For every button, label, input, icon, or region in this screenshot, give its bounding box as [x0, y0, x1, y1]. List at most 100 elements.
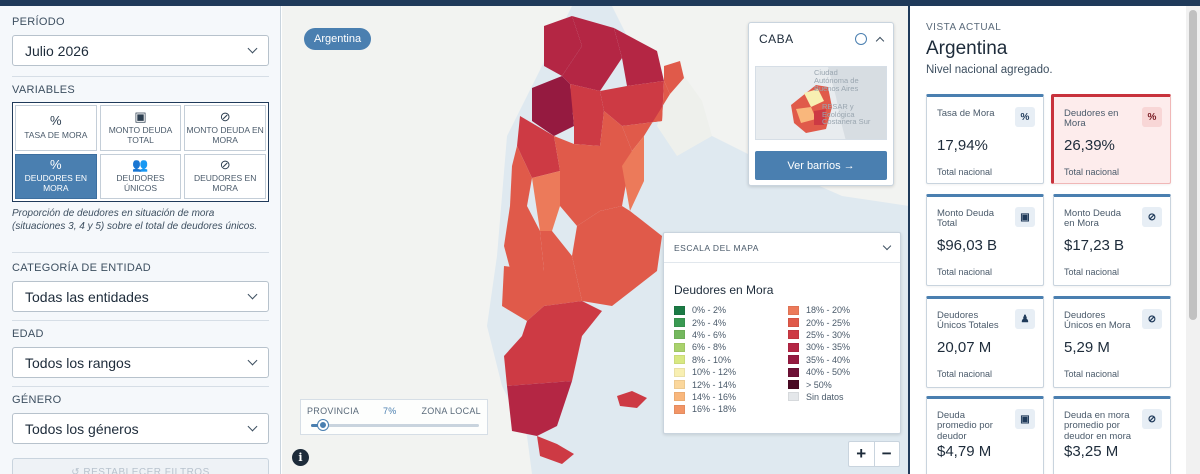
minimap-label: Buenos Aires — [814, 83, 859, 93]
province-santiago — [570, 84, 604, 146]
locate-icon[interactable] — [855, 33, 867, 45]
scrollbar[interactable] — [1186, 6, 1200, 474]
metric-card[interactable]: Deuda en mora promedio por deudor en mor… — [1053, 396, 1171, 474]
caba-minimap[interactable]: Ciudad Autónoma de Buenos Aires RESAR y … — [755, 66, 887, 140]
variable-button[interactable]: 👥 DEUDORES ÚNICOS — [99, 153, 182, 199]
metric-card[interactable]: Deudores Únicos Totales ♟ 20,07 M Total nac… — [926, 296, 1044, 388]
variable-button[interactable]: % TASA DE MORA — [15, 105, 97, 151]
metric-card[interactable]: Deudores en Mora% 26,39% Total nacional — [1051, 94, 1171, 184]
divider — [12, 386, 269, 387]
province-santa-fe — [600, 111, 632, 211]
legend-label: 4% - 6% — [692, 329, 727, 340]
edad-select[interactable]: Todos los rangos — [12, 347, 269, 378]
legend-column-right: 18% - 20% 20% - 25% 25% - 30% 30% - 35% 35% … — [788, 304, 850, 403]
variable-button[interactable]: ▣ MONTO DEUDA TOTAL — [99, 105, 182, 151]
metric-card[interactable]: Monto Deuda Total ▣ $96,03 B Total nacional — [926, 194, 1044, 286]
province-cordoba — [554, 136, 600, 226]
genero-select[interactable]: Todos los géneros — [12, 413, 269, 444]
metric-label: Deuda en mora promedio por deudor en mor… — [1064, 410, 1132, 442]
money-icon: ▣ — [134, 108, 147, 124]
metric-label: Deudores Únicos en Mora — [1064, 310, 1131, 332]
zoom-out-button[interactable]: − — [873, 442, 900, 466]
metric-card[interactable]: Deudores Únicos en Mora ⊘ 5,29 M Total naci… — [1053, 296, 1171, 388]
islas-malvinas — [617, 391, 647, 408]
legend-item: 4% - 6% — [674, 329, 736, 341]
zoom-in-button[interactable]: + — [856, 444, 867, 463]
percent-icon: % — [50, 113, 62, 129]
legend-item: 14% - 16% — [674, 391, 736, 403]
legend-item: 6% - 8% — [674, 341, 736, 353]
filters-sidebar: PERÍODO Julio 2026 VARIABLES % TASA DE MO… — [0, 6, 281, 474]
chevron-up-icon[interactable] — [875, 36, 885, 45]
map-legend: ESCALA DEL MAPA Deudores en Mora 0% - 2%… — [663, 232, 901, 434]
province-rio-negro — [522, 301, 602, 336]
metric-label: Tasa de Mora — [937, 108, 995, 119]
region-chip[interactable]: Argentina — [304, 28, 372, 50]
legend-label: 35% - 40% — [806, 354, 851, 365]
entidad-label: CATEGORÍA DE ENTIDAD — [12, 262, 152, 274]
legend-label: > 50% — [806, 379, 832, 390]
map-area[interactable]: Argentina CABA Ciudad Autónoma de Buenos… — [282, 6, 909, 474]
province-misiones — [664, 61, 684, 94]
metric-card[interactable]: Deuda promedio por deudor ▣ $4,79 M — [926, 396, 1044, 474]
users-icon: ♟ — [1015, 309, 1035, 329]
legend-swatch — [674, 318, 685, 328]
variable-button[interactable]: ⊘ DEUDORES EN MORA — [184, 153, 266, 199]
legend-item: > 50% — [788, 378, 850, 390]
province-santa-cruz — [507, 381, 572, 436]
info-icon[interactable]: i — [292, 449, 309, 466]
divider — [12, 320, 269, 321]
legend-label: 25% - 30% — [806, 329, 851, 340]
legend-swatch — [788, 392, 799, 402]
chevron-down-icon[interactable] — [882, 241, 892, 250]
scrollbar-thumb[interactable] — [1189, 10, 1197, 320]
variable-button[interactable]: % DEUDORES EN MORA — [15, 153, 97, 199]
metric-label: Monto Deuda en Mora — [1064, 208, 1122, 230]
top-bar — [0, 0, 1200, 6]
users-icon: 👥 — [132, 157, 149, 173]
chevron-down-icon — [247, 43, 258, 54]
user-off-icon: ⊘ — [1142, 309, 1162, 329]
metric-footnote: Total nacional — [937, 267, 993, 277]
slider-track[interactable] — [311, 424, 479, 427]
variable-label: DEUDORES EN MORA — [24, 173, 87, 194]
legend-label: Sin datos — [806, 391, 844, 402]
divider — [12, 76, 269, 77]
money-off-icon: ⊘ — [219, 108, 231, 124]
legend-label: 6% - 8% — [692, 342, 727, 353]
legend-header[interactable]: ESCALA DEL MAPA — [664, 233, 900, 263]
entidad-select[interactable]: Todas las entidades — [12, 281, 269, 312]
legend-swatch — [674, 392, 685, 402]
legend-column-left: 0% - 2% 2% - 4% 4% - 6% 6% - 8% 8% - 10% 10% … — [674, 304, 736, 416]
variable-button[interactable]: ⊘ MONTO DEUDA EN MORA — [184, 105, 266, 151]
metric-card[interactable]: Tasa de Mora% 17,94% Total nacional — [926, 94, 1044, 184]
legend-item: 2% - 4% — [674, 316, 736, 328]
edad-value: Todos los rangos — [25, 354, 131, 371]
reset-filters-button[interactable]: ↺ RESTABLECER FILTROS — [12, 458, 269, 474]
summary-region-name: Argentina — [926, 38, 1008, 59]
percent-icon: % — [1142, 107, 1162, 127]
province-tierra-del-fuego — [537, 436, 574, 464]
province-jujuy — [544, 16, 582, 76]
metric-label: Deudores en Mora — [1064, 108, 1119, 130]
legend-item: Sin datos — [788, 391, 850, 403]
edad-label: EDAD — [12, 328, 44, 340]
metric-card[interactable]: Monto Deuda en Mora ⊘ $17,23 B Total nacion… — [1053, 194, 1171, 286]
periodo-select[interactable]: Julio 2026 — [12, 35, 269, 66]
slider-left-label: PROVINCIA — [307, 406, 360, 416]
slider-handle[interactable] — [317, 420, 328, 430]
metric-footnote: Total nacional — [937, 167, 993, 177]
legend-swatch — [674, 330, 685, 340]
minimap-label: RESAR y — [822, 101, 854, 111]
legend-item: 20% - 25% — [788, 316, 850, 328]
minimap-label: Costanera Sur — [822, 117, 871, 127]
legend-label: 0% - 2% — [692, 305, 727, 316]
variable-label: TASA DE MORA — [24, 129, 88, 140]
province-chaco — [600, 81, 664, 126]
metric-footnote: Total nacional — [1064, 369, 1120, 379]
ver-barrios-button[interactable]: Ver barrios → — [755, 151, 887, 180]
metric-label: Deuda promedio por deudor — [937, 410, 993, 442]
variable-label: MONTO DEUDA TOTAL — [108, 124, 173, 145]
caba-panel: CABA Ciudad Autónoma de Buenos Aires RES… — [748, 22, 894, 186]
chevron-down-icon — [247, 289, 258, 300]
